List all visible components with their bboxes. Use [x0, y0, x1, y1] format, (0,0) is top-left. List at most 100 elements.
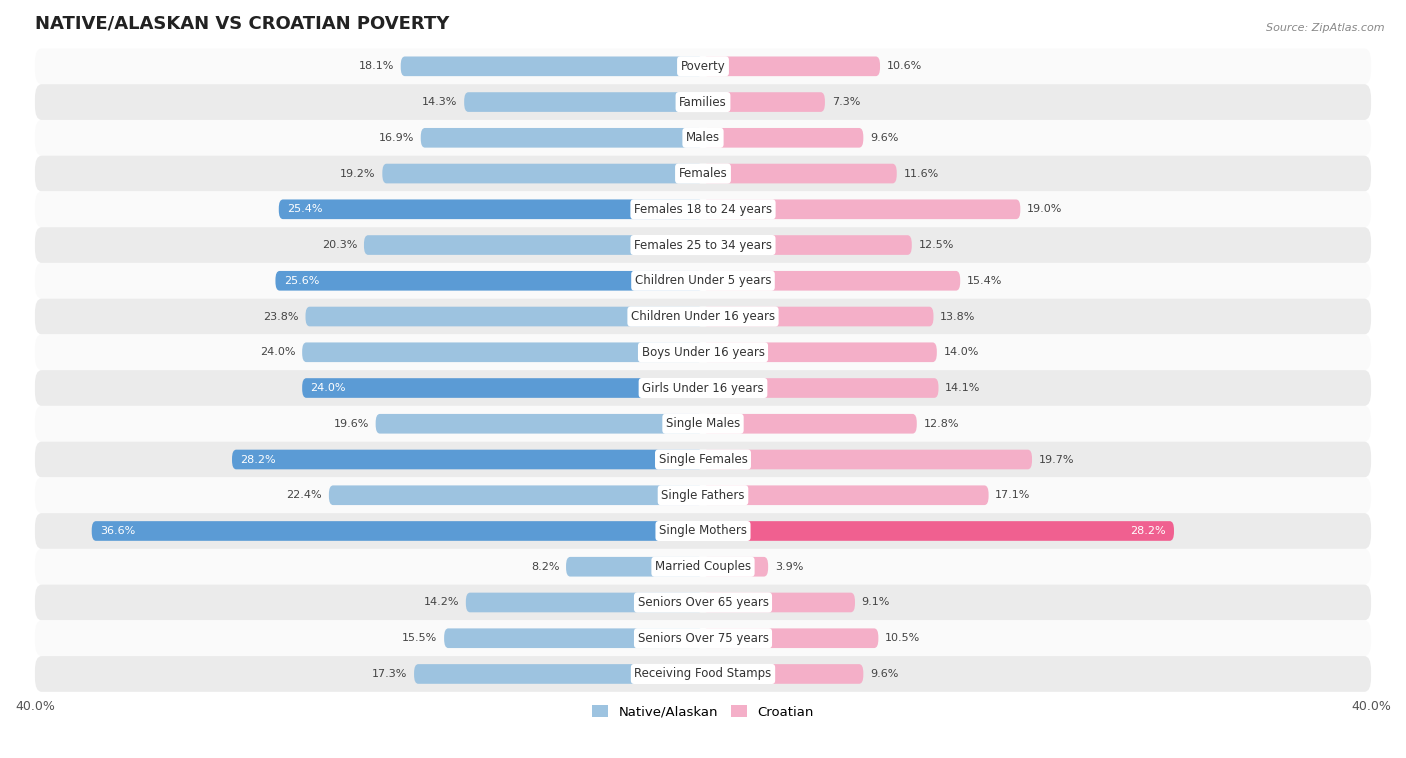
- FancyBboxPatch shape: [364, 235, 703, 255]
- FancyBboxPatch shape: [382, 164, 703, 183]
- FancyBboxPatch shape: [35, 656, 1371, 692]
- Text: 28.2%: 28.2%: [240, 455, 276, 465]
- FancyBboxPatch shape: [329, 485, 703, 505]
- Text: 23.8%: 23.8%: [263, 312, 299, 321]
- Text: 19.6%: 19.6%: [333, 418, 368, 429]
- Text: 10.6%: 10.6%: [887, 61, 922, 71]
- FancyBboxPatch shape: [703, 414, 917, 434]
- FancyBboxPatch shape: [420, 128, 703, 148]
- Text: 19.2%: 19.2%: [340, 168, 375, 179]
- FancyBboxPatch shape: [703, 235, 911, 255]
- FancyBboxPatch shape: [35, 263, 1371, 299]
- FancyBboxPatch shape: [375, 414, 703, 434]
- Text: 11.6%: 11.6%: [904, 168, 939, 179]
- Text: Females 25 to 34 years: Females 25 to 34 years: [634, 239, 772, 252]
- Text: 14.2%: 14.2%: [423, 597, 460, 607]
- FancyBboxPatch shape: [35, 513, 1371, 549]
- Text: 8.2%: 8.2%: [531, 562, 560, 572]
- Text: 36.6%: 36.6%: [100, 526, 135, 536]
- Text: 7.3%: 7.3%: [831, 97, 860, 107]
- Text: Single Mothers: Single Mothers: [659, 525, 747, 537]
- FancyBboxPatch shape: [567, 557, 703, 577]
- FancyBboxPatch shape: [703, 557, 768, 577]
- Text: Males: Males: [686, 131, 720, 144]
- Text: Families: Families: [679, 96, 727, 108]
- Text: Seniors Over 75 years: Seniors Over 75 years: [637, 631, 769, 645]
- FancyBboxPatch shape: [444, 628, 703, 648]
- Text: 28.2%: 28.2%: [1130, 526, 1166, 536]
- FancyBboxPatch shape: [703, 664, 863, 684]
- FancyBboxPatch shape: [703, 164, 897, 183]
- Text: 9.6%: 9.6%: [870, 669, 898, 679]
- Text: 24.0%: 24.0%: [311, 383, 346, 393]
- FancyBboxPatch shape: [703, 92, 825, 112]
- FancyBboxPatch shape: [91, 522, 703, 540]
- FancyBboxPatch shape: [703, 628, 879, 648]
- FancyBboxPatch shape: [35, 549, 1371, 584]
- Text: Females: Females: [679, 167, 727, 180]
- FancyBboxPatch shape: [703, 485, 988, 505]
- Text: 22.4%: 22.4%: [287, 490, 322, 500]
- Text: 14.3%: 14.3%: [422, 97, 457, 107]
- FancyBboxPatch shape: [35, 192, 1371, 227]
- FancyBboxPatch shape: [302, 378, 703, 398]
- Text: Girls Under 16 years: Girls Under 16 years: [643, 381, 763, 394]
- Text: 3.9%: 3.9%: [775, 562, 803, 572]
- FancyBboxPatch shape: [276, 271, 703, 290]
- Text: 15.4%: 15.4%: [967, 276, 1002, 286]
- Text: 25.6%: 25.6%: [284, 276, 319, 286]
- FancyBboxPatch shape: [703, 593, 855, 612]
- Text: Single Males: Single Males: [666, 417, 740, 431]
- FancyBboxPatch shape: [35, 370, 1371, 406]
- Text: NATIVE/ALASKAN VS CROATIAN POVERTY: NATIVE/ALASKAN VS CROATIAN POVERTY: [35, 15, 450, 33]
- Text: 12.8%: 12.8%: [924, 418, 959, 429]
- Text: 19.0%: 19.0%: [1026, 205, 1063, 215]
- Text: 25.4%: 25.4%: [287, 205, 322, 215]
- Text: 14.0%: 14.0%: [943, 347, 979, 357]
- Text: Receiving Food Stamps: Receiving Food Stamps: [634, 668, 772, 681]
- FancyBboxPatch shape: [35, 584, 1371, 620]
- Text: Children Under 5 years: Children Under 5 years: [634, 274, 772, 287]
- Text: Source: ZipAtlas.com: Source: ZipAtlas.com: [1267, 23, 1385, 33]
- FancyBboxPatch shape: [35, 155, 1371, 192]
- Text: Single Fathers: Single Fathers: [661, 489, 745, 502]
- FancyBboxPatch shape: [278, 199, 703, 219]
- FancyBboxPatch shape: [232, 449, 703, 469]
- Text: Single Females: Single Females: [658, 453, 748, 466]
- Text: 20.3%: 20.3%: [322, 240, 357, 250]
- Text: 18.1%: 18.1%: [359, 61, 394, 71]
- Text: 13.8%: 13.8%: [941, 312, 976, 321]
- FancyBboxPatch shape: [413, 664, 703, 684]
- FancyBboxPatch shape: [465, 593, 703, 612]
- Text: 10.5%: 10.5%: [884, 633, 921, 644]
- FancyBboxPatch shape: [703, 199, 1021, 219]
- FancyBboxPatch shape: [703, 57, 880, 76]
- FancyBboxPatch shape: [703, 522, 1174, 540]
- FancyBboxPatch shape: [35, 478, 1371, 513]
- Text: Married Couples: Married Couples: [655, 560, 751, 573]
- FancyBboxPatch shape: [35, 334, 1371, 370]
- Text: 12.5%: 12.5%: [918, 240, 953, 250]
- FancyBboxPatch shape: [35, 299, 1371, 334]
- FancyBboxPatch shape: [35, 620, 1371, 656]
- FancyBboxPatch shape: [703, 271, 960, 290]
- FancyBboxPatch shape: [703, 128, 863, 148]
- FancyBboxPatch shape: [464, 92, 703, 112]
- FancyBboxPatch shape: [35, 442, 1371, 478]
- Text: Poverty: Poverty: [681, 60, 725, 73]
- FancyBboxPatch shape: [703, 343, 936, 362]
- Legend: Native/Alaskan, Croatian: Native/Alaskan, Croatian: [586, 700, 820, 724]
- FancyBboxPatch shape: [703, 449, 1032, 469]
- Text: 9.6%: 9.6%: [870, 133, 898, 143]
- Text: 9.1%: 9.1%: [862, 597, 890, 607]
- Text: Seniors Over 65 years: Seniors Over 65 years: [637, 596, 769, 609]
- Text: Females 18 to 24 years: Females 18 to 24 years: [634, 203, 772, 216]
- Text: Boys Under 16 years: Boys Under 16 years: [641, 346, 765, 359]
- FancyBboxPatch shape: [35, 227, 1371, 263]
- FancyBboxPatch shape: [35, 49, 1371, 84]
- Text: 16.9%: 16.9%: [378, 133, 413, 143]
- Text: 19.7%: 19.7%: [1039, 455, 1074, 465]
- FancyBboxPatch shape: [401, 57, 703, 76]
- FancyBboxPatch shape: [35, 406, 1371, 442]
- Text: 17.3%: 17.3%: [373, 669, 408, 679]
